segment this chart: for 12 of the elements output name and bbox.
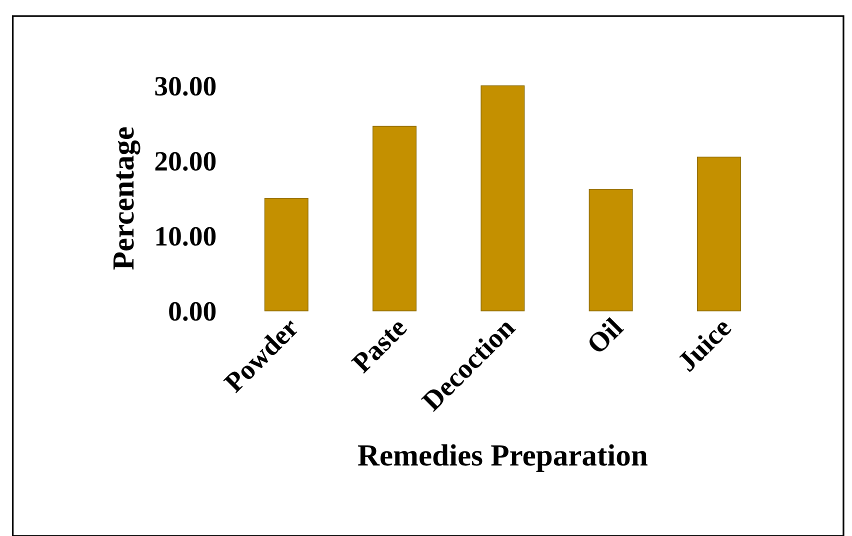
bar [372,126,417,312]
y-tick-label: 0.00 [169,302,216,321]
y-axis-title: Percentage [114,127,140,270]
bar [588,188,633,312]
bar [480,85,525,312]
bar [696,156,741,312]
bar [264,198,308,312]
y-tick-label: 30.00 [155,76,216,96]
y-tick-label: 10.00 [156,227,216,246]
x-tick-label: Oil [586,316,624,355]
y-tick-label: 20.00 [155,152,216,171]
x-axis-title: Remedies Preparation [358,444,648,472]
